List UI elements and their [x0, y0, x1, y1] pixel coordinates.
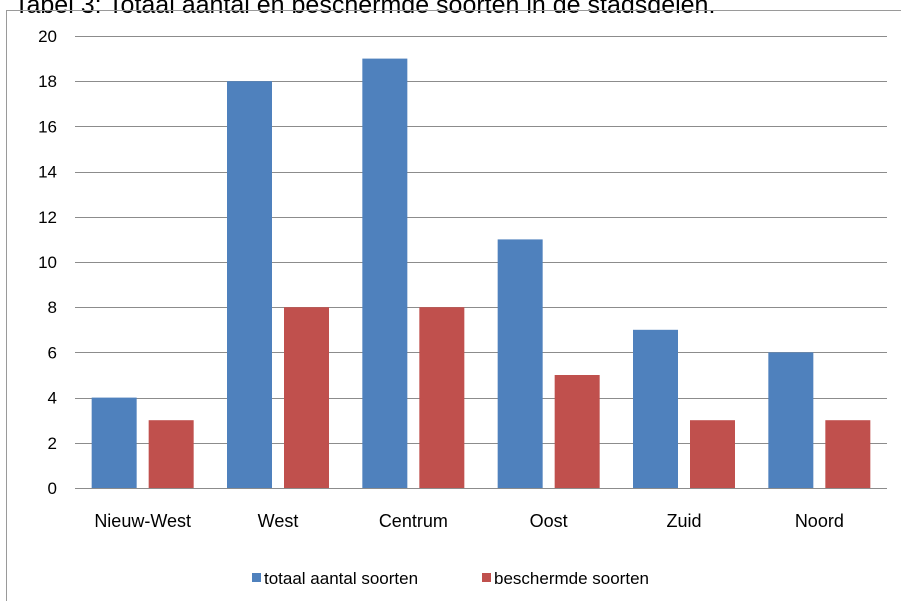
- category-label: Noord: [795, 511, 844, 531]
- legend-label: totaal aantal soorten: [264, 569, 418, 588]
- bar-totaal: [91, 397, 137, 488]
- y-tick-label: 14: [38, 163, 57, 182]
- bar-beschermd: [690, 420, 735, 488]
- bar-totaal: [497, 239, 543, 488]
- x-axis-categories: Nieuw-West West Centrum Oost Zuid Noord: [94, 511, 844, 531]
- bars: [91, 58, 871, 488]
- y-tick-label: 6: [48, 343, 57, 362]
- y-tick-label: 4: [48, 389, 57, 408]
- bar-totaal: [362, 58, 408, 488]
- bar-beschermd: [825, 420, 871, 488]
- chart-frame: [6, 10, 901, 601]
- category-label: Nieuw-West: [94, 511, 191, 531]
- category-label: Zuid: [666, 511, 701, 531]
- bar-beschermd: [554, 375, 600, 488]
- legend: totaal aantal soorten beschermde soorten: [252, 569, 649, 588]
- category-label: Centrum: [379, 511, 448, 531]
- y-tick-label: 16: [38, 117, 57, 136]
- legend-label: beschermde soorten: [494, 569, 649, 588]
- bar-beschermd: [284, 307, 329, 488]
- y-axis-ticks: 0 2 4 6 8 10 12 14 16 18 20: [38, 27, 57, 498]
- bar-totaal: [633, 329, 678, 488]
- category-label: West: [258, 511, 299, 531]
- bar-totaal: [768, 352, 814, 488]
- y-tick-label: 20: [38, 27, 57, 46]
- y-tick-label: 18: [38, 72, 57, 91]
- y-tick-label: 8: [48, 298, 57, 317]
- y-tick-label: 2: [48, 434, 57, 453]
- bar-totaal: [227, 81, 272, 488]
- bar-beschermd: [148, 420, 194, 488]
- y-tick-label: 10: [38, 253, 57, 272]
- y-tick-label: 0: [48, 479, 57, 498]
- gridlines: [75, 36, 887, 489]
- y-tick-label: 12: [38, 208, 57, 227]
- bar-beschermd: [419, 307, 465, 488]
- category-label: Oost: [530, 511, 568, 531]
- chart-caption: Tabel 3: Totaal aantal en beschermde soo…: [14, 0, 716, 19]
- legend-swatch: [252, 573, 261, 582]
- legend-swatch: [482, 573, 491, 582]
